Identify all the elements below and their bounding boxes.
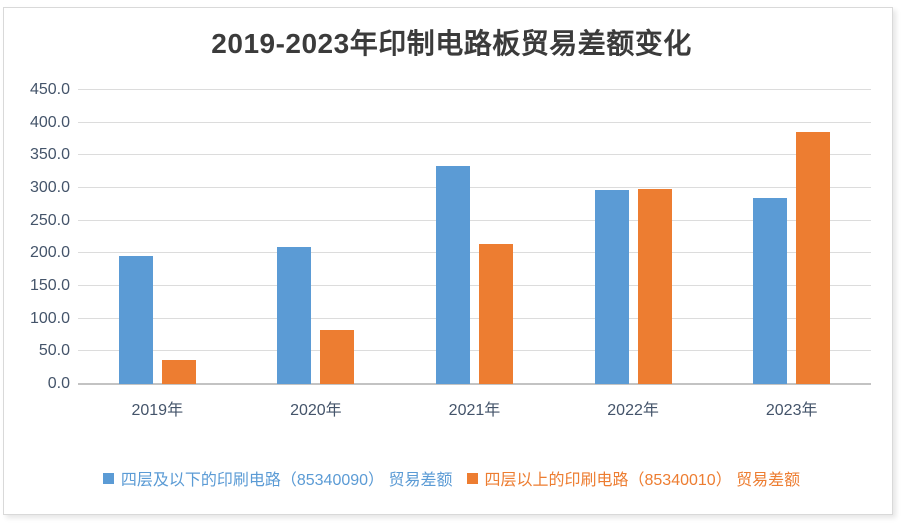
y-tick-label: 300.0 [29,179,70,196]
gridline [78,219,871,221]
legend-label: 四层及以下的印刷电路（85340090） 贸易差额 [120,472,453,489]
y-tick-label: 100.0 [29,309,70,327]
gridline [78,317,871,319]
bar-series-1-2023年 [796,132,831,384]
gridline [78,121,871,123]
bar-group-2022年 [554,90,713,384]
x-tick-label: 2020年 [290,402,342,419]
legend-marker-blue [102,472,114,484]
x-axis-labels: 2019年 2020年 2021年 2022年 2023年 [78,396,871,419]
x-tick-label: 2019年 [131,402,184,419]
gridline [78,187,871,188]
chart-title: 2019-2023年印制电路板贸易差额变化 [211,28,692,59]
bar-series-0-2021年 [435,165,470,384]
plot-area [78,89,871,385]
bar-series-0-2023年 [753,197,788,384]
gridline [78,154,871,156]
x-tick-label: 2023年 [765,402,818,419]
legend-item-series-1: 四层以上的印刷电路（85340010） 贸易差额 [466,466,801,490]
gridline [78,252,871,254]
x-tick-label: 2022年 [607,402,659,419]
x-axis-line [78,383,871,385]
y-tick-label: 200.0 [29,244,70,262]
gridline [78,89,871,90]
bar-group-2019年 [78,90,237,384]
bar-series-1-2022年 [637,188,672,384]
legend-marker-orange [466,472,478,484]
y-tick-label: 0.0 [47,375,70,392]
bar-series-0-2020年 [277,246,312,384]
y-tick-label: 450.0 [29,81,70,98]
legend: 四层及以下的印刷电路（85340090） 贸易差额 四层以上的印刷电路（8534… [0,466,903,490]
bar-series-1-2019年 [161,360,196,384]
bar-series-0-2019年 [118,255,153,384]
bar-group-2021年 [395,90,554,384]
gridline [78,350,871,352]
legend-label: 四层以上的印刷电路（85340010） 贸易差额 [484,472,801,489]
y-tick-label: 50.0 [38,342,70,360]
y-tick-label: 250.0 [29,211,70,229]
bar-group-2023年 [712,90,871,384]
y-tick-label: 150.0 [29,277,70,294]
y-axis-labels: 0.0 50.0 100.0 150.0 200.0 250.0 300.0 350.0 400… [0,81,70,392]
y-tick-label: 350.0 [29,146,70,164]
bar-series-1-2020年 [320,330,355,384]
bar-series-0-2022年 [594,189,629,384]
legend-item-series-0: 四层及以下的印刷电路（85340090） 贸易差额 [102,466,453,490]
gridline [78,285,871,286]
bar-series-1-2021年 [478,244,513,384]
bar-group-2020年 [237,90,396,384]
x-tick-label: 2021年 [448,402,501,419]
y-tick-label: 400.0 [29,113,70,131]
